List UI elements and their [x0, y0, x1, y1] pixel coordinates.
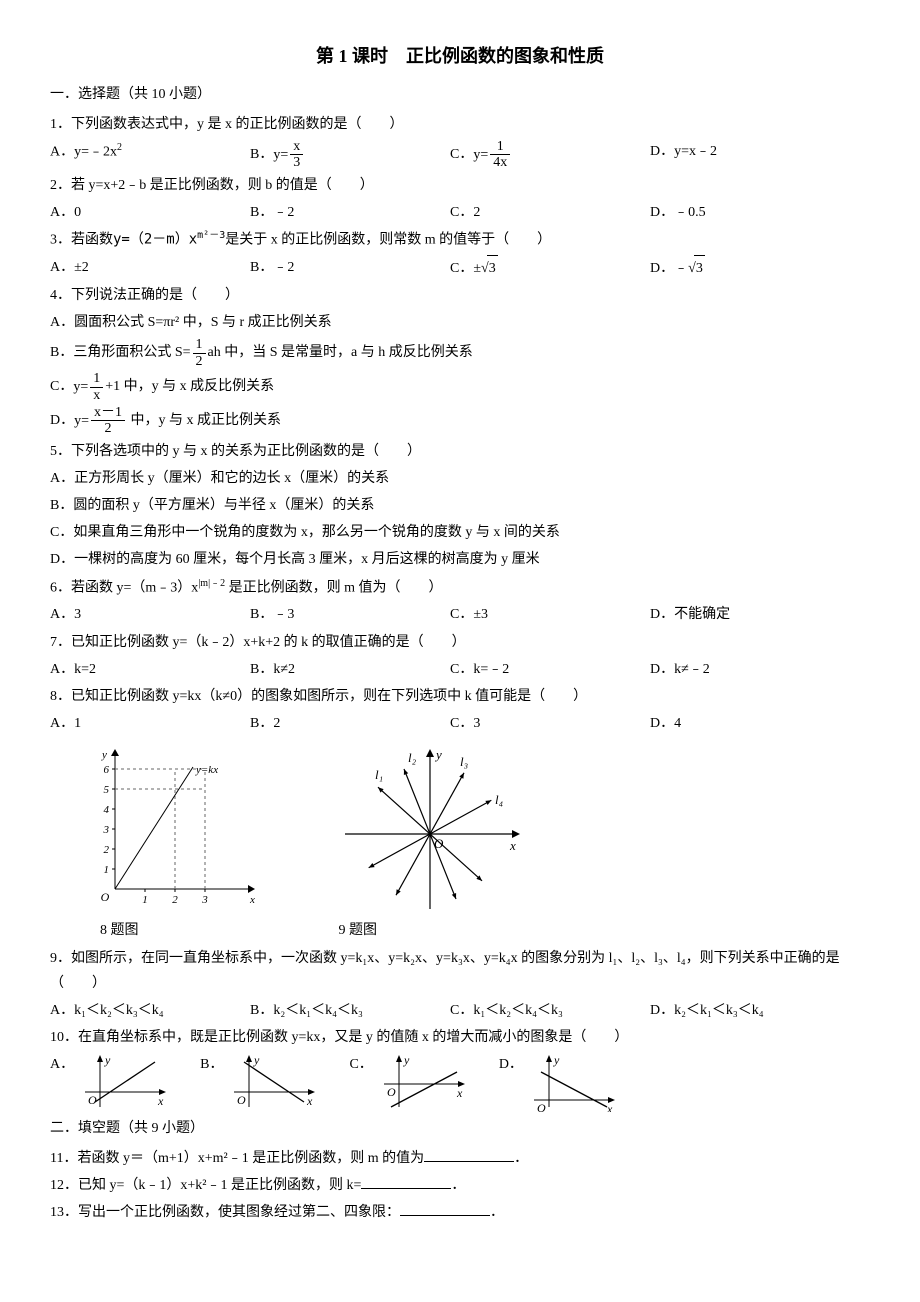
q4-opt-d: D．y=x－12 中，y 与 x 成正比例关系 — [50, 405, 870, 437]
svg-text:y: y — [253, 1053, 260, 1067]
svg-text:y: y — [101, 749, 107, 761]
q2-opt-a: A．0 — [50, 200, 250, 225]
q10-opt-a: A．xyO — [50, 1052, 170, 1112]
svg-text:O: O — [101, 890, 110, 904]
q10-options: A．xyO B．xyO C．xyO D．xyO — [50, 1052, 870, 1112]
q6-opt-a: A．3 — [50, 602, 250, 627]
fig8-caption: 8 题图 — [100, 918, 139, 943]
q3-opt-d: D．﹣√3 — [650, 255, 850, 281]
svg-text:2: 2 — [104, 844, 110, 856]
svg-text:O: O — [88, 1093, 97, 1107]
q1-text: 1．下列函数表达式中，y 是 x 的正比例函数的是（ ） — [50, 112, 870, 137]
q8-opt-a: A．1 — [50, 711, 250, 736]
svg-text:x: x — [509, 838, 516, 853]
q13: 13．写出一个正比例函数，使其图象经过第二、四象限：． — [50, 1200, 870, 1225]
q12: 12．已知 y=（k﹣1）x+k²﹣1 是正比例函数，则 k=． — [50, 1173, 870, 1198]
page-title: 第 1 课时 正比例函数的图象和性质 — [50, 40, 870, 72]
q9-opt-d: D．k₂＜k₁＜k₃＜k₄ — [650, 998, 850, 1023]
q2-text: 2．若 y=x+2﹣b 是正比例函数，则 b 的值是（ ） — [50, 173, 870, 198]
q3-opt-b: B．﹣2 — [250, 255, 450, 281]
q4-opt-c: C．y=1x+1 中，y 与 x 成反比例关系 — [50, 371, 870, 403]
q6-opt-d: D．不能确定 — [650, 602, 850, 627]
svg-text:1: 1 — [142, 894, 148, 906]
fig9-caption: 9 题图 — [339, 918, 378, 943]
svg-text:3: 3 — [103, 824, 110, 836]
section-2-heading: 二．填空题（共 9 小题） — [50, 1116, 870, 1141]
q10-text: 10．在直角坐标系中，既是正比例函数 y=kx，又是 y 的值随 x 的增大而减… — [50, 1025, 870, 1050]
svg-text:y: y — [403, 1053, 410, 1067]
q5-text: 5．下列各选项中的 y 与 x 的关系为正比例函数的是（ ） — [50, 439, 870, 464]
q3-opt-a: A．±2 — [50, 255, 250, 281]
svg-text:5: 5 — [104, 784, 110, 796]
svg-text:x: x — [606, 1102, 613, 1112]
q6-opt-b: B．﹣3 — [250, 602, 450, 627]
svg-text:O: O — [537, 1101, 546, 1112]
q7-opt-c: C．k=﹣2 — [450, 657, 650, 682]
q3-opt-c: C．±√3 — [450, 255, 650, 281]
q9-opt-a: A．k₁＜k₂＜k₃＜k₄ — [50, 998, 250, 1023]
q8-opt-d: D．4 — [650, 711, 850, 736]
q6-text: 6．若函数 y=（m﹣3）x|m|﹣2 是正比例函数，则 m 值为（ ） — [50, 575, 870, 601]
svg-text:O: O — [237, 1093, 246, 1107]
svg-text:x: x — [456, 1086, 463, 1100]
q5-opt-b: B．圆的面积 y（平方厘米）与半径 x（厘米）的关系 — [50, 493, 870, 518]
q7-opt-a: A．k=2 — [50, 657, 250, 682]
svg-text:y=kx: y=kx — [195, 764, 218, 776]
q5-opt-d: D．一棵树的高度为 60 厘米，每个月长高 3 厘米，x 月后这棵的树高度为 y… — [50, 547, 870, 572]
q1-opt-d: D．y=x﹣2 — [650, 139, 850, 171]
q9-options: A．k₁＜k₂＜k₃＜k₄ B．k₂＜k₁＜k₄＜k₃ C．k₁＜k₂＜k₄＜k… — [50, 998, 870, 1023]
svg-text:y: y — [553, 1053, 560, 1067]
q9-opt-c: C．k₁＜k₂＜k₄＜k₃ — [450, 998, 650, 1023]
q8-options: A．1 B．2 C．3 D．4 — [50, 711, 870, 736]
q7-opt-b: B．k≠2 — [250, 657, 450, 682]
svg-text:y: y — [104, 1053, 111, 1067]
q10-opt-c: C．xyO — [349, 1052, 468, 1112]
svg-text:4: 4 — [104, 804, 110, 816]
q8-text: 8．已知正比例函数 y=kx（k≠0）的图象如图所示，则在下列选项中 k 值可能… — [50, 684, 870, 709]
svg-text:l₂: l₂ — [408, 750, 417, 765]
svg-text:y: y — [434, 747, 442, 762]
q8-figure: x y O 1 2 3 4 5 6 1 2 3 y=kx — [80, 744, 260, 914]
q2-opt-b: B．﹣2 — [250, 200, 450, 225]
q1-opt-a: A．y=﹣2x2 — [50, 139, 250, 171]
svg-text:x: x — [249, 894, 255, 906]
q1-options: A．y=﹣2x2 B．y=x3 C．y=14x D．y=x﹣2 — [50, 139, 870, 171]
q6-options: A．3 B．﹣3 C．±3 D．不能确定 — [50, 602, 870, 627]
q2-options: A．0 B．﹣2 C．2 D．﹣0.5 — [50, 200, 870, 225]
q3-options: A．±2 B．﹣2 C．±√3 D．﹣√3 — [50, 255, 870, 281]
q9-figure: xyOl₁l₂l₃l₄ — [330, 744, 530, 914]
q7-options: A．k=2 B．k≠2 C．k=﹣2 D．k≠﹣2 — [50, 657, 870, 682]
svg-text:O: O — [387, 1085, 396, 1099]
svg-text:l₄: l₄ — [495, 792, 504, 807]
svg-text:1: 1 — [104, 864, 110, 876]
q2-opt-c: C．2 — [450, 200, 650, 225]
q4-opt-a: A．圆面积公式 S=πr² 中，S 与 r 成正比例关系 — [50, 310, 870, 335]
q9-opt-b: B．k₂＜k₁＜k₄＜k₃ — [250, 998, 450, 1023]
q4-opt-b: B．三角形面积公式 S=12ah 中，当 S 是常量时，a 与 h 成反比例关系 — [50, 337, 870, 369]
q5-opt-c: C．如果直角三角形中一个锐角的度数为 x，那么另一个锐角的度数 y 与 x 间的… — [50, 520, 870, 545]
q10-opt-d: D．xyO — [499, 1052, 619, 1112]
q4-text: 4．下列说法正确的是（ ） — [50, 283, 870, 308]
svg-text:l₃: l₃ — [460, 754, 468, 769]
svg-text:x: x — [157, 1094, 164, 1108]
q10-opt-b: B．xyO — [200, 1052, 319, 1112]
q8-opt-c: C．3 — [450, 711, 650, 736]
q1-opt-c: C．y=14x — [450, 139, 650, 171]
svg-text:2: 2 — [172, 894, 178, 906]
q11: 11．若函数 y＝（m+1）x+m²﹣1 是正比例函数，则 m 的值为． — [50, 1146, 870, 1171]
q1-opt-b: B．y=x3 — [250, 139, 450, 171]
q3-text: 3．若函数y=（2－m）xm²－3是关于 x 的正比例函数，则常数 m 的值等于… — [50, 227, 870, 253]
q6-opt-c: C．±3 — [450, 602, 650, 627]
q7-opt-d: D．k≠﹣2 — [650, 657, 850, 682]
q7-text: 7．已知正比例函数 y=（k﹣2）x+k+2 的 k 的取值正确的是（ ） — [50, 630, 870, 655]
svg-text:6: 6 — [104, 764, 110, 776]
q2-opt-d: D．﹣0.5 — [650, 200, 850, 225]
svg-text:x: x — [306, 1094, 313, 1108]
q8-opt-b: B．2 — [250, 711, 450, 736]
svg-text:l₁: l₁ — [375, 767, 383, 782]
q9-text: 9．如图所示，在同一直角坐标系中，一次函数 y=k₁x、y=k₂x、y=k₃x、… — [50, 946, 870, 996]
q5-opt-a: A．正方形周长 y（厘米）和它的边长 x（厘米）的关系 — [50, 466, 870, 491]
section-1-heading: 一．选择题（共 10 小题） — [50, 82, 870, 107]
svg-text:3: 3 — [201, 894, 208, 906]
